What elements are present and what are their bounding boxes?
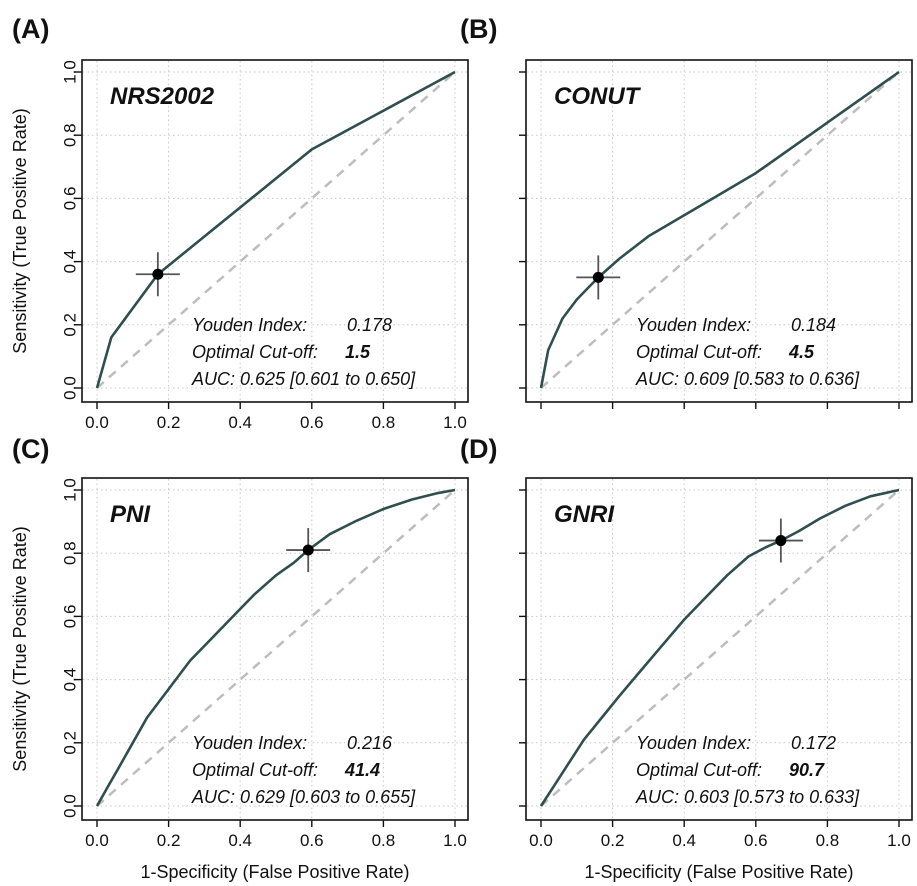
cutoff-point	[592, 271, 604, 283]
cutoff-value: 90.7	[789, 760, 825, 780]
youden-value: 0.172	[791, 733, 836, 753]
plot-frame	[525, 59, 913, 403]
roc-curve	[539, 488, 900, 807]
reference-diagonal	[96, 71, 456, 389]
x-tick-label: 0.6	[744, 831, 768, 850]
cutoff-label: Optimal Cut-off:	[192, 760, 318, 780]
auc-text: AUC: 0.629 [0.603 to 0.655]	[191, 787, 416, 807]
panel-4: (D) 0.0 0.2 0.4 0.6 0.8 1.0 1-Specificity (Fals…	[460, 434, 913, 882]
youden-value: 0.178	[347, 315, 392, 335]
y-tick-label: 0.2	[61, 731, 80, 755]
y-tick-label: 0.8	[61, 541, 80, 565]
marker-name: CONUT	[554, 83, 642, 110]
youden-value: 0.216	[347, 733, 393, 753]
x-tick-label: 0.0	[85, 831, 109, 850]
x-tick-label: 1.0	[443, 413, 467, 432]
plot-frame	[525, 477, 913, 821]
reference-diagonal	[540, 489, 900, 807]
panel-3: (C) 0.0 0.0 0.2 0.2 0.4 0.4 0.6 0.6 0.8 0.8 1.0 1.0 1…	[10, 434, 469, 882]
cutoff-point	[152, 268, 164, 280]
y-tick-label: 0.6	[61, 605, 80, 629]
plot-frame	[81, 59, 469, 403]
x-tick-label: 0.4	[228, 831, 252, 850]
roc-curve	[539, 70, 900, 389]
cutoff-value: 1.5	[345, 342, 371, 362]
plot-frame	[81, 477, 469, 821]
x-tick-label: 0.2	[157, 413, 181, 432]
panel-label: (B)	[460, 14, 497, 44]
youden-value: 0.184	[791, 315, 836, 335]
panel-2: (B) CONUT Youden Index: 0.184 Optimal Cut-of…	[460, 14, 913, 409]
x-tick-label: 0.8	[372, 831, 396, 850]
x-axis-title: 1-Specificity (False Positive Rate)	[584, 862, 853, 882]
cutoff-value: 41.4	[344, 760, 380, 780]
x-tick-label: 0.2	[157, 831, 181, 850]
x-tick-label: 0.4	[672, 831, 696, 850]
x-tick-label: 0.6	[300, 413, 324, 432]
y-tick-label: 0.4	[61, 668, 80, 692]
auc-text: AUC: 0.625 [0.601 to 0.650]	[191, 369, 416, 389]
reference-diagonal	[540, 71, 900, 389]
x-tick-label: 0.2	[601, 831, 625, 850]
reference-diagonal	[96, 489, 456, 807]
auc-text: AUC: 0.609 [0.583 to 0.636]	[635, 369, 860, 389]
panel-1: (A) 0.0 0.0 0.2 0.2 0.4 0.4 0.6 0.6 0.8 0.8 1.0 1.0 S…	[10, 14, 469, 432]
x-tick-label: 1.0	[887, 831, 911, 850]
y-tick-label: 1.0	[61, 60, 80, 84]
youden-label: Youden Index:	[636, 733, 751, 753]
x-tick-label: 0.4	[228, 413, 252, 432]
youden-label: Youden Index:	[192, 315, 307, 335]
y-tick-label: 0.2	[61, 313, 80, 337]
cutoff-point	[302, 544, 314, 556]
cutoff-label: Optimal Cut-off:	[636, 760, 762, 780]
x-tick-label: 0.8	[816, 831, 840, 850]
cutoff-value: 4.5	[788, 342, 815, 362]
cutoff-point	[775, 535, 787, 547]
panel-label: (C)	[12, 434, 49, 464]
x-tick-label: 0.0	[85, 413, 109, 432]
y-tick-label: 0.0	[61, 376, 80, 400]
panel-label: (A)	[12, 14, 49, 44]
cutoff-label: Optimal Cut-off:	[192, 342, 318, 362]
youden-label: Youden Index:	[192, 733, 307, 753]
y-tick-label: 0.0	[61, 794, 80, 818]
y-tick-label: 0.8	[61, 123, 80, 147]
x-tick-label: 1.0	[443, 831, 467, 850]
x-tick-label: 0.8	[372, 413, 396, 432]
panel-label: (D)	[460, 434, 497, 464]
x-tick-label: 0.6	[300, 831, 324, 850]
y-tick-label: 1.0	[61, 478, 80, 502]
auc-text: AUC: 0.603 [0.573 to 0.633]	[635, 787, 860, 807]
y-axis-title: Sensitivity (True Positive Rate)	[10, 526, 30, 771]
cutoff-label: Optimal Cut-off:	[636, 342, 762, 362]
youden-label: Youden Index:	[636, 315, 751, 335]
marker-name: GNRI	[554, 501, 615, 528]
marker-name: NRS2002	[110, 83, 215, 110]
roc-curve	[95, 488, 456, 807]
y-tick-label: 0.4	[61, 250, 80, 274]
marker-name: PNI	[110, 501, 151, 528]
x-tick-label: 0.0	[529, 831, 553, 850]
x-axis-title: 1-Specificity (False Positive Rate)	[140, 862, 409, 882]
y-tick-label: 0.6	[61, 187, 80, 211]
y-axis-title: Sensitivity (True Positive Rate)	[10, 108, 30, 353]
